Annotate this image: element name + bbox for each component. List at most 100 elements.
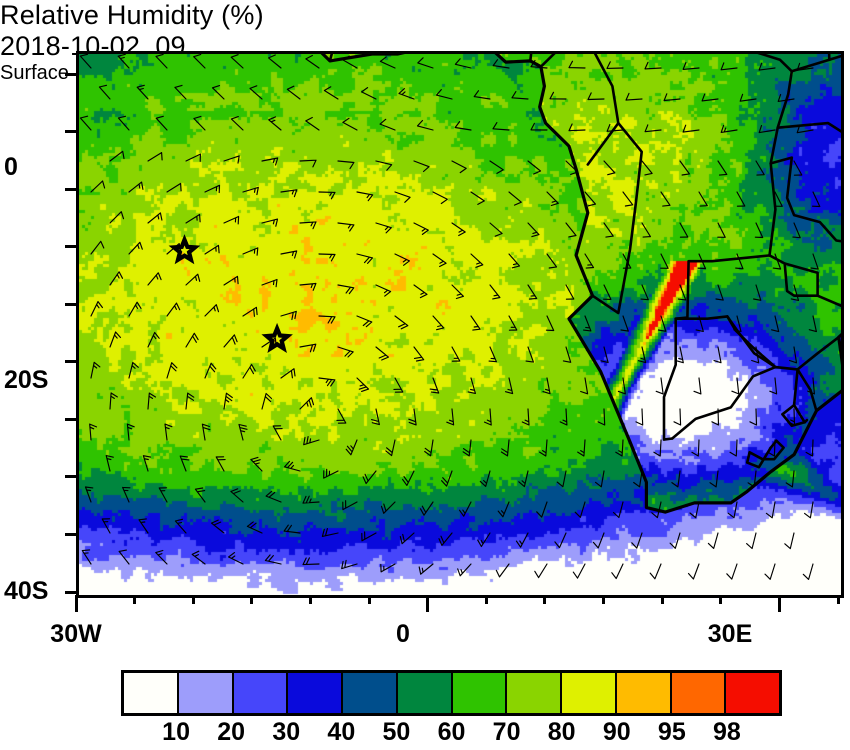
x-tick--20 [191,595,195,604]
wind-barb-327 [649,563,662,580]
wind-barb-113 [679,222,689,238]
wind-barb-178 [185,332,199,348]
wind-barb-139 [185,273,201,286]
colorbar-swatch-50-60 [397,673,453,713]
wind-barb-68 [451,160,467,174]
wind-barb-96 [774,191,783,207]
wind-barb-219 [261,392,273,410]
wind-barb-23 [211,85,225,100]
wind-barb-262 [402,470,415,486]
wind-barb-77 [793,160,803,176]
wind-barb-281 [380,501,396,514]
wind-barb-177 [147,331,160,348]
wind-barb-135 [772,253,782,270]
wind-barb-258 [250,456,263,472]
wind-barb-93 [660,191,671,207]
country-border-8 [529,54,533,63]
wind-barb-220 [299,397,315,410]
y-axis-label-20S: 20S [4,366,49,394]
wind-barb-291 [765,501,776,519]
wind-barb-128 [508,253,521,269]
wind-barb-122 [280,250,298,259]
wind-barb-102 [261,218,279,227]
wind-barb-162 [318,315,336,324]
y-tick--37 [65,532,76,536]
wind-barb-94 [698,191,708,207]
wind-barb-111 [603,222,614,238]
wind-barb-298 [283,524,301,534]
humidity-raster [79,54,841,595]
wind-barb-66 [375,160,393,171]
wind-barb-260 [323,468,339,479]
wind-barb-318 [302,557,320,566]
wind-barb-14 [606,61,624,69]
wind-barb-313 [118,549,130,565]
wind-barb-125 [394,253,410,266]
country-border-20 [674,254,771,320]
wind-barb-35 [663,93,681,102]
country-border-30 [745,439,785,469]
colorbar-swatch-70-80 [507,673,562,713]
colorbar-tick-20: 20 [217,718,246,746]
wind-barb-276 [194,487,206,503]
wind-barb-13 [568,60,586,69]
wind-barb-37 [739,93,757,102]
wind-barb-78 [90,180,106,193]
y-tick--27 [65,417,76,421]
country-border-27 [670,365,777,440]
wind-barb-209 [617,377,626,395]
country-border-13 [591,121,643,315]
y-tick--17 [65,302,76,306]
wind-barb-85 [356,191,374,202]
wind-barb-257 [215,456,226,472]
wind-barb-272 [785,470,795,488]
x-tick--15 [250,595,254,604]
wind-barb-137 [109,271,124,286]
station-marker-2 [261,322,293,353]
colorbar-tick-70: 70 [492,718,521,746]
wind-barb-126 [432,253,447,268]
wind-barb-158 [166,302,181,317]
wind-barb-210 [655,377,664,395]
wind-barb-18 [758,62,776,71]
wind-barb-331 [802,563,814,580]
wind-barb-166 [470,315,481,331]
wind-barb-138 [147,272,162,286]
wind-barb-83 [280,189,298,198]
wind-barb-273 [84,486,94,503]
wind-barb-58 [796,125,814,134]
wind-barb-329 [726,563,738,580]
wind-barb-146 [451,284,464,300]
country-border-31 [796,335,840,371]
wind-barb-330 [764,563,776,580]
wind-barb-54 [644,124,662,133]
wind-barb-290 [727,501,738,519]
wind-barb-129 [546,253,558,269]
level-label: Surface [0,62,69,84]
colorbar-tick-labels: 10 20 30 40 50 60 70 80 90 95 98 [121,716,782,750]
x-tick-0 [426,595,430,612]
wind-barb-100 [185,213,201,224]
wind-barb-156 [90,301,103,317]
wind-barb-314 [155,549,168,565]
wind-barb-245 [500,439,510,457]
wind-barb-227 [559,408,568,426]
x-tick-5 [484,595,488,604]
wind-barb-269 [671,470,681,488]
x-axis-label-30W: 30W [50,620,102,648]
wind-barb-22 [174,84,187,100]
colorbar-swatch-30-40 [288,673,343,713]
wind-barb-117 [90,240,105,255]
wind-barb-72 [603,160,616,176]
wind-barb-193 [751,346,760,364]
wind-barb-254 [105,454,114,472]
wind-barb-201 [318,377,336,387]
wind-barb-0 [79,54,92,69]
wind-barb-164 [394,315,409,330]
wind-barb-292 [804,501,814,519]
wind-barb-64 [299,159,317,168]
wind-barb-311 [784,532,795,550]
station-marker-1 [168,234,201,265]
country-border-21 [768,254,841,308]
wind-barb-130 [584,253,595,269]
